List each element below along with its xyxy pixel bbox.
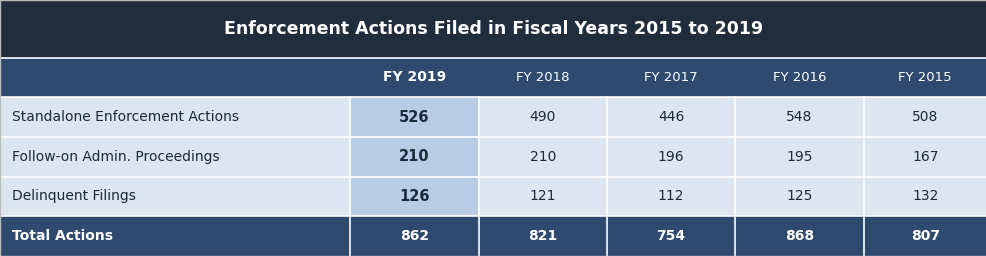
Text: 807: 807: [910, 229, 939, 243]
Text: Enforcement Actions Filed in Fiscal Years 2015 to 2019: Enforcement Actions Filed in Fiscal Year…: [224, 20, 762, 38]
Text: 167: 167: [911, 150, 938, 164]
Text: 126: 126: [399, 189, 429, 204]
Bar: [606, 177, 735, 216]
Text: 210: 210: [529, 150, 555, 164]
Text: FY 2018: FY 2018: [516, 71, 569, 84]
Text: FY 2017: FY 2017: [644, 71, 697, 84]
Bar: [735, 177, 863, 216]
Bar: [735, 137, 863, 177]
Text: Follow-on Admin. Proceedings: Follow-on Admin. Proceedings: [12, 150, 219, 164]
Bar: [478, 216, 606, 256]
Text: Total Actions: Total Actions: [12, 229, 112, 243]
Bar: [350, 216, 478, 256]
Text: 125: 125: [786, 189, 811, 204]
Bar: [606, 97, 735, 137]
Bar: [606, 58, 735, 97]
Bar: [350, 58, 478, 97]
Text: FY 2019: FY 2019: [383, 70, 446, 84]
Text: FY 2016: FY 2016: [772, 71, 825, 84]
Bar: [0, 58, 350, 97]
Bar: [0, 177, 350, 216]
Text: 195: 195: [786, 150, 811, 164]
Bar: [0, 137, 350, 177]
Text: 490: 490: [529, 110, 555, 124]
Text: 196: 196: [658, 150, 683, 164]
Text: 508: 508: [911, 110, 938, 124]
Bar: [478, 58, 606, 97]
Text: 821: 821: [528, 229, 557, 243]
Text: 526: 526: [399, 110, 429, 125]
Text: 112: 112: [658, 189, 683, 204]
Bar: [863, 177, 986, 216]
Text: Standalone Enforcement Actions: Standalone Enforcement Actions: [12, 110, 239, 124]
Bar: [0, 216, 350, 256]
Bar: [606, 216, 735, 256]
Text: 548: 548: [786, 110, 811, 124]
Bar: [0, 97, 350, 137]
Text: 446: 446: [658, 110, 683, 124]
Text: 210: 210: [398, 149, 430, 164]
Text: 868: 868: [784, 229, 813, 243]
Text: 121: 121: [529, 189, 555, 204]
Text: FY 2015: FY 2015: [897, 71, 951, 84]
Bar: [863, 97, 986, 137]
Bar: [606, 137, 735, 177]
Bar: [350, 137, 478, 177]
Text: Delinquent Filings: Delinquent Filings: [12, 189, 136, 204]
Bar: [735, 58, 863, 97]
Bar: [735, 97, 863, 137]
Text: 754: 754: [656, 229, 685, 243]
Bar: [863, 58, 986, 97]
Bar: [350, 177, 478, 216]
Bar: [0, 0, 986, 58]
Text: 862: 862: [399, 229, 429, 243]
Bar: [478, 97, 606, 137]
Bar: [735, 216, 863, 256]
Bar: [350, 97, 478, 137]
Bar: [478, 137, 606, 177]
Bar: [863, 216, 986, 256]
Bar: [863, 137, 986, 177]
Text: 132: 132: [911, 189, 938, 204]
Bar: [478, 177, 606, 216]
